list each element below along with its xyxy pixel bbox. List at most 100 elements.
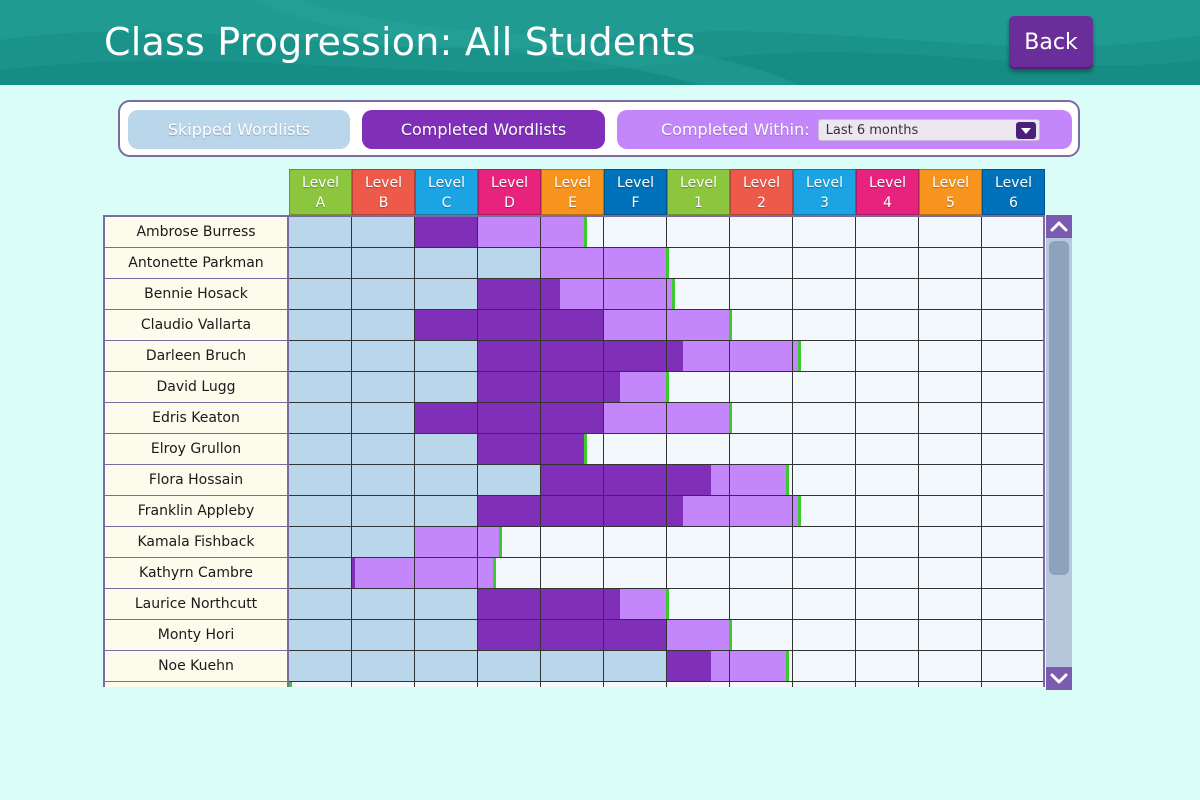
level-header: Level B xyxy=(352,169,415,215)
back-button[interactable]: Back xyxy=(1009,16,1093,69)
grid-line xyxy=(918,248,919,279)
scroll-thumb[interactable] xyxy=(1049,241,1069,575)
grid-line xyxy=(289,495,1043,496)
student-row[interactable]: Noe Kuehn xyxy=(105,651,1043,682)
level-cell xyxy=(730,558,793,589)
level-cell xyxy=(793,372,856,403)
student-row[interactable]: Kamala Fishback xyxy=(105,527,1043,558)
grid-line xyxy=(666,558,667,589)
level-cell xyxy=(919,217,982,248)
grid-line xyxy=(729,217,730,248)
skipped-bar xyxy=(289,589,478,619)
grid-line xyxy=(918,558,919,589)
grid-line xyxy=(477,279,478,310)
grid-line xyxy=(729,496,730,527)
level-header-line2: 1 xyxy=(694,195,703,211)
grid-line xyxy=(289,433,1043,434)
grid-line xyxy=(792,496,793,527)
student-row[interactable]: Laurice Northcutt xyxy=(105,589,1043,620)
level-cell xyxy=(982,310,1043,341)
student-row[interactable]: Monty Hori xyxy=(105,620,1043,651)
grid-line xyxy=(855,434,856,465)
skipped-wordlists-toggle[interactable]: Skipped Wordlists xyxy=(128,110,350,149)
level-cell xyxy=(793,651,856,682)
grid-line xyxy=(981,620,982,651)
header-wave-decoration xyxy=(0,0,1200,85)
level-header: Level 2 xyxy=(730,169,793,215)
level-cell xyxy=(919,682,982,687)
grid-line xyxy=(855,496,856,527)
level-cell xyxy=(730,527,793,558)
level-cell xyxy=(856,248,919,279)
student-name: David Lugg xyxy=(105,372,289,403)
student-row[interactable]: Bennie Hosack xyxy=(105,279,1043,310)
level-cell xyxy=(352,682,415,687)
grid-line xyxy=(540,341,541,372)
student-row[interactable]: David Lugg xyxy=(105,372,1043,403)
grid-line xyxy=(540,558,541,589)
grid-line xyxy=(351,527,352,558)
level-header: Level 5 xyxy=(919,169,982,215)
scroll-up-button[interactable] xyxy=(1046,215,1072,238)
current-position-marker xyxy=(729,310,732,340)
level-header: Level 6 xyxy=(982,169,1045,215)
level-cell xyxy=(856,434,919,465)
current-position-marker xyxy=(666,372,669,402)
level-cell xyxy=(982,589,1043,620)
grid-line xyxy=(603,465,604,496)
completed-within-bar xyxy=(541,248,667,278)
student-name xyxy=(105,682,289,687)
student-row[interactable]: Kathyrn Cambre xyxy=(105,558,1043,589)
student-row[interactable] xyxy=(105,682,1043,687)
level-header-line1: Level xyxy=(302,175,339,191)
level-cell xyxy=(730,682,793,687)
grid-line xyxy=(666,403,667,434)
level-cell xyxy=(541,558,604,589)
level-header-line2: 5 xyxy=(946,195,955,211)
student-row[interactable]: Elroy Grullon xyxy=(105,434,1043,465)
level-cell xyxy=(604,217,667,248)
student-row[interactable]: Claudio Vallarta xyxy=(105,310,1043,341)
chevron-down-icon[interactable] xyxy=(1015,121,1036,139)
level-cell xyxy=(793,310,856,341)
level-cell xyxy=(604,682,667,687)
completed-within-select[interactable]: Last 6 months xyxy=(817,118,1040,141)
level-header-line2: 6 xyxy=(1009,195,1018,211)
level-cell xyxy=(604,558,667,589)
skipped-bar xyxy=(289,496,478,526)
grid-line xyxy=(855,248,856,279)
student-row[interactable]: Darleen Bruch xyxy=(105,341,1043,372)
level-cell xyxy=(856,310,919,341)
student-row[interactable]: Flora Hossain xyxy=(105,465,1043,496)
level-cell xyxy=(793,682,856,687)
grid-line xyxy=(351,496,352,527)
grid-scrollbar[interactable] xyxy=(1046,215,1072,690)
grid-line xyxy=(477,589,478,620)
level-cell xyxy=(982,496,1043,527)
grid-line xyxy=(855,527,856,558)
grid-line xyxy=(981,558,982,589)
student-row[interactable]: Antonette Parkman xyxy=(105,248,1043,279)
completed-within-bar xyxy=(711,651,787,681)
scroll-down-button[interactable] xyxy=(1046,667,1072,690)
level-cell xyxy=(982,651,1043,682)
level-cell xyxy=(982,465,1043,496)
student-row[interactable]: Ambrose Burress xyxy=(105,217,1043,248)
current-position-marker xyxy=(666,589,669,619)
grid-line xyxy=(351,465,352,496)
completed-within-bar xyxy=(682,496,800,526)
skipped-wordlists-label: Skipped Wordlists xyxy=(167,120,311,139)
completed-within-bar xyxy=(682,341,800,371)
student-row[interactable]: Franklin Appleby xyxy=(105,496,1043,527)
level-header: Level A xyxy=(289,169,352,215)
grid-line xyxy=(477,372,478,403)
student-name: Edris Keaton xyxy=(105,403,289,434)
grid-line xyxy=(729,341,730,372)
grid-line xyxy=(289,402,1043,403)
completed-within-toggle[interactable]: Completed Within: Last 6 months xyxy=(617,110,1072,149)
level-cell xyxy=(730,310,793,341)
student-row[interactable]: Edris Keaton xyxy=(105,403,1043,434)
level-cell xyxy=(856,341,919,372)
grid-line xyxy=(981,403,982,434)
completed-wordlists-toggle[interactable]: Completed Wordlists xyxy=(362,110,605,149)
